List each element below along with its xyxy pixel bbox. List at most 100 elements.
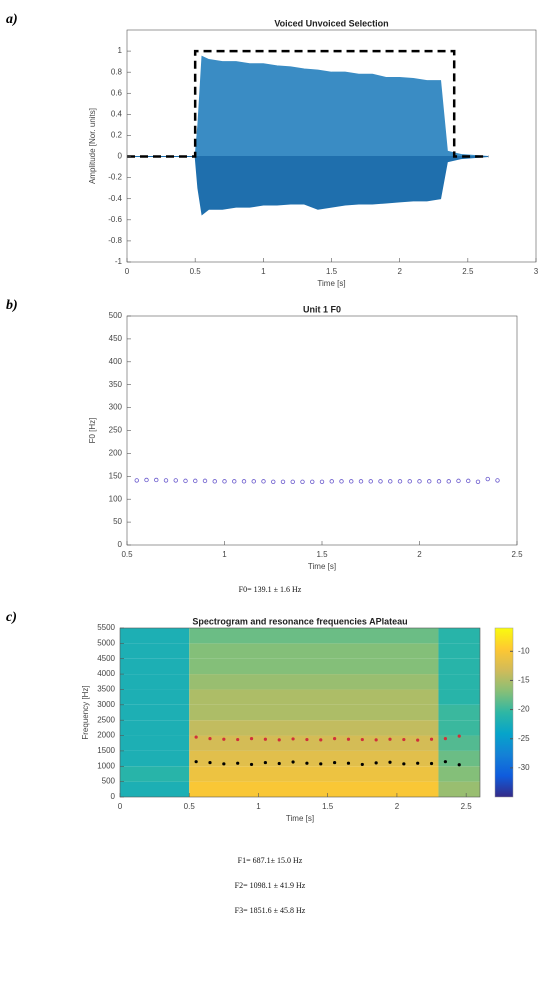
formant-point — [443, 760, 447, 764]
y-axis-label: Frequency [Hz] — [81, 685, 90, 739]
point — [446, 479, 451, 484]
y-tick-label: 1000 — [97, 761, 115, 770]
heatmap-cell — [120, 750, 190, 767]
formant-point — [333, 760, 337, 765]
heatmap-cell — [438, 674, 480, 690]
point — [397, 479, 403, 484]
formant-point — [291, 737, 295, 741]
waveform — [127, 156, 489, 216]
y-tick-label: 3000 — [97, 700, 115, 709]
heatmap-cell — [189, 735, 439, 751]
chart-title: Spectrogram and resonance frequencies AP… — [192, 616, 407, 626]
y-tick-label: 150 — [109, 471, 123, 480]
heatmap-cell — [189, 750, 439, 767]
formant-point — [374, 738, 378, 742]
y-tick-label: 1 — [118, 46, 123, 55]
x-tick-label: 0.5 — [184, 802, 196, 811]
formant-point — [263, 737, 267, 741]
formant-point — [194, 760, 198, 764]
selection-line — [127, 49, 489, 158]
heatmap-cell — [189, 674, 439, 690]
heatmap-cell — [438, 643, 480, 659]
y-tick-label: 4000 — [97, 669, 115, 678]
x-tick-label: 1 — [261, 267, 266, 276]
point — [427, 479, 432, 484]
point — [485, 476, 490, 482]
heatmap-cell — [120, 674, 190, 690]
point — [349, 479, 354, 484]
point — [154, 477, 159, 483]
formant-point — [416, 738, 420, 742]
formant-point — [208, 737, 212, 741]
formant-point — [277, 761, 281, 766]
y-tick-label: -0.8 — [108, 236, 122, 245]
point — [495, 478, 500, 483]
x-tick-label: 2 — [397, 267, 402, 276]
y-tick-label: 0.8 — [111, 67, 123, 76]
formant-point — [222, 737, 226, 741]
x-tick-label: 0.5 — [190, 267, 202, 276]
colorbar-tick-label: -15 — [518, 676, 530, 685]
heatmap-cell — [189, 628, 439, 644]
x-axis-label: Time [s] — [317, 279, 345, 288]
colorbar-tick-label: -10 — [518, 646, 530, 655]
y-axis-label: F0 [Hz] — [88, 418, 97, 444]
heatmap-cell — [189, 781, 439, 797]
y-axis-label: Amplitude [Nor. units] — [88, 108, 97, 184]
y-tick-label: 50 — [113, 517, 122, 526]
formant-point — [319, 738, 323, 742]
formant-point — [402, 737, 406, 742]
colorbar — [494, 627, 514, 798]
x-tick-label: 2.5 — [511, 550, 523, 559]
heatmap-cell — [438, 781, 480, 797]
point — [212, 479, 217, 484]
x-tick-label: 2.5 — [461, 802, 473, 811]
formant-point — [346, 761, 351, 765]
heatmap-cell — [120, 781, 190, 797]
formant-point — [277, 738, 281, 742]
y-tick-label: 4500 — [97, 654, 115, 663]
formant-point — [333, 737, 337, 741]
point — [339, 479, 344, 484]
point — [310, 479, 315, 484]
point — [173, 478, 178, 483]
y-tick-label: 400 — [109, 357, 123, 366]
point — [378, 479, 383, 484]
colorbar-tick-label: -20 — [518, 705, 530, 714]
point — [144, 477, 149, 483]
caption: F2= 1098.1 ± 41.9 Hz — [235, 881, 306, 890]
point — [475, 479, 481, 484]
heatmap-cell — [120, 704, 190, 721]
point — [280, 479, 286, 484]
caption: F3= 1851.6 ± 45.8 Hz — [235, 906, 306, 915]
y-tick-label: 0.4 — [111, 109, 123, 118]
y-tick-label: 0.6 — [111, 88, 123, 97]
formant-point — [457, 734, 461, 738]
point — [358, 479, 364, 484]
x-tick-label: 0 — [118, 802, 123, 811]
y-tick-label: 250 — [109, 426, 123, 435]
point — [222, 479, 227, 484]
heatmap-cell — [189, 704, 439, 721]
formant-point — [416, 761, 420, 765]
chart-title: Unit 1 F0 — [303, 304, 341, 314]
heatmap-cell — [438, 658, 480, 675]
y-tick-label: 500 — [102, 777, 116, 786]
x-tick-label: 0 — [125, 267, 130, 276]
heatmap-cell — [189, 658, 439, 675]
colorbar-tick-label: -25 — [518, 734, 530, 743]
point — [193, 478, 198, 484]
y-tick-label: 2000 — [97, 731, 115, 740]
heatmap-cell — [189, 689, 439, 705]
y-tick-label: 5000 — [97, 638, 115, 647]
point — [300, 479, 305, 484]
panel-label: a) — [6, 12, 18, 27]
point — [251, 479, 256, 484]
point — [368, 479, 373, 484]
point — [241, 479, 247, 484]
y-tick-label: -0.6 — [108, 215, 122, 224]
point — [388, 479, 393, 484]
formant-point — [388, 737, 392, 741]
y-tick-label: 500 — [109, 311, 123, 320]
formant-point — [346, 737, 351, 741]
